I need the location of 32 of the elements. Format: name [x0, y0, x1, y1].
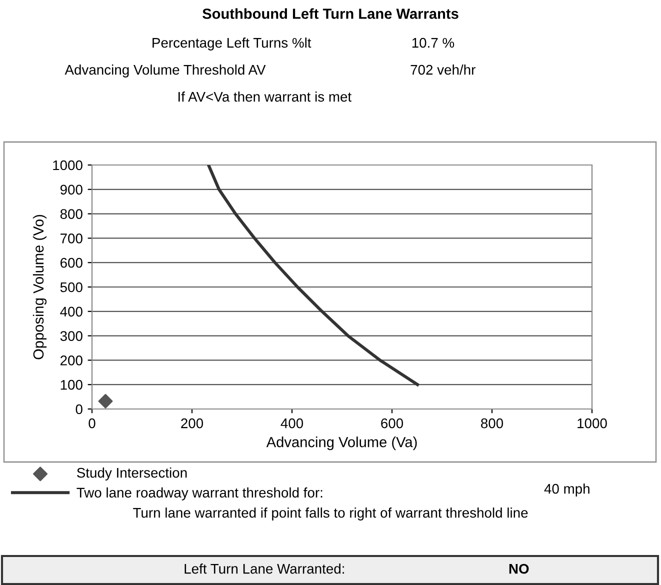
y-tick-label: 600 — [60, 258, 82, 268]
y-tick-label: 900 — [60, 184, 82, 195]
y-tick-label: 200 — [60, 356, 82, 366]
y-tick-label: 500 — [60, 282, 82, 292]
y-tick-label: 800 — [60, 209, 82, 219]
x-axis-title: Advancing Volume (Va) — [266, 436, 417, 450]
legend-label: Study Intersection — [77, 468, 187, 480]
text: 40 mph — [544, 484, 590, 496]
y-tick-label: 100 — [60, 380, 82, 390]
y-tick-label: 700 — [60, 234, 82, 244]
text: NO — [509, 564, 529, 574]
text: 10.7 % — [412, 38, 454, 48]
y-axis-title: Opposing Volume (Vo) — [32, 214, 47, 360]
y-tick-label: 0 — [76, 404, 82, 414]
x-tick-label: 0 — [88, 418, 96, 428]
text: If AV<Va then warrant is met — [178, 92, 352, 102]
x-tick-label: 600 — [381, 418, 404, 428]
y-tick-label: 400 — [60, 306, 82, 317]
legend-label: Two lane roadway warrant threshold for: — [76, 487, 322, 500]
text: 702 veh/hr — [410, 64, 476, 75]
y-tick-label: 1000 — [53, 160, 82, 170]
y-tick-label: 300 — [60, 331, 82, 341]
text: Turn lane warranted if point falls to right of warrant threshold line — [133, 508, 528, 520]
x-tick-label: 1000 — [578, 418, 607, 428]
x-tick-label: 800 — [481, 418, 504, 428]
text: Left Turn Lane Warranted: — [184, 564, 344, 574]
x-tick-label: 200 — [181, 418, 204, 428]
chart-title: Southbound Left Turn Lane Warrants — [202, 8, 458, 19]
text: Percentage Left Turns %lt — [152, 38, 312, 50]
text: Advancing Volume Threshold AV — [64, 64, 266, 78]
x-tick-label: 400 — [280, 418, 304, 428]
line-series — [206, 165, 420, 386]
